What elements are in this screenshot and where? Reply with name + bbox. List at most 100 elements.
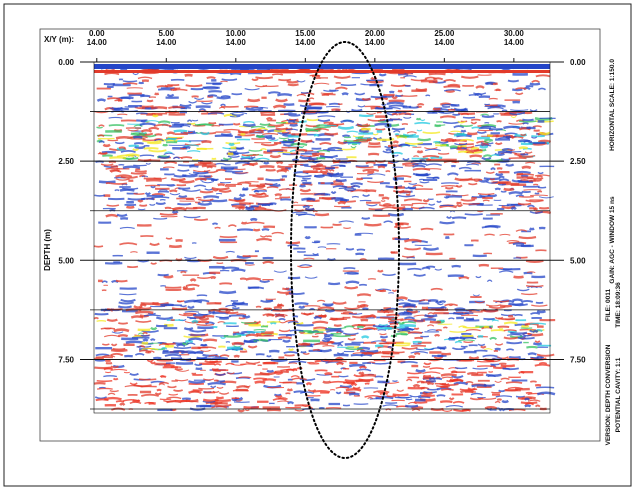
texture-stroke [301,199,315,200]
texture-stroke [192,96,199,97]
texture-stroke [197,357,207,358]
texture-stroke [212,223,217,224]
texture-stroke [226,312,239,313]
texture-stroke [386,149,391,150]
texture-stroke [276,100,288,101]
texture-stroke [208,95,217,96]
texture-stroke [262,134,278,135]
texture-stroke [135,171,147,172]
texture-stroke [307,383,312,384]
y-tick-label: 2.50 [58,157,74,166]
texture-stroke [256,307,261,308]
texture-stroke [361,320,368,321]
texture-stroke [287,81,299,82]
texture-stroke [255,382,266,383]
texture-stroke [273,106,285,107]
texture-stroke [289,349,294,350]
texture-stroke [466,318,474,319]
texture-stroke [306,209,315,210]
texture-stroke [274,307,282,308]
texture-stroke [390,323,398,324]
texture-stroke [94,246,103,247]
texture-stroke [351,183,363,184]
texture-stroke [203,196,219,197]
texture-stroke [301,180,307,181]
texture-stroke [320,315,326,316]
texture-stroke [416,119,420,120]
texture-stroke [164,365,174,366]
texture-stroke [177,204,191,205]
texture-stroke [237,229,253,230]
side-note: GAIN: AGC - WINDOW 15 ns [609,196,616,284]
texture-stroke [534,209,538,210]
texture-stroke [342,136,349,137]
x-tick-label-second: 14.00 [226,38,247,47]
texture-stroke [217,97,231,98]
texture-stroke [414,353,419,354]
texture-stroke [506,342,522,343]
texture-stroke [533,343,541,344]
texture-stroke [429,368,443,369]
texture-stroke [267,356,272,357]
texture-stroke [254,330,266,331]
texture-stroke [378,330,386,331]
texture-stroke [151,186,155,187]
texture-stroke [423,132,440,133]
texture-stroke [295,303,309,304]
texture-stroke [136,113,147,114]
texture-stroke [468,388,476,389]
texture-stroke [360,351,378,352]
texture-stroke [458,146,467,147]
texture-stroke [220,237,237,238]
texture-stroke [116,137,132,138]
texture-stroke [240,279,246,280]
texture-stroke [215,227,221,228]
texture-stroke [198,388,214,389]
texture-stroke [200,191,213,192]
texture-stroke [216,397,223,398]
texture-stroke [104,368,113,369]
texture-stroke [141,130,151,131]
texture-stroke [361,316,377,317]
texture-stroke [288,245,299,246]
texture-stroke [435,335,440,336]
texture-stroke [239,318,246,319]
texture-stroke [119,302,134,303]
texture-stroke [116,401,124,402]
texture-stroke [325,373,332,374]
texture-stroke [440,401,452,402]
texture-stroke [257,186,265,187]
texture-stroke [143,340,148,341]
texture-stroke [512,304,528,305]
texture-stroke [97,100,105,101]
texture-stroke [240,194,245,195]
x-tick-label: 25.00 [434,29,455,38]
texture-stroke [361,375,375,376]
texture-stroke [346,282,359,283]
texture-stroke [530,381,536,382]
texture-stroke [414,402,427,403]
texture-stroke [218,184,225,185]
texture-stroke [357,294,371,295]
texture-stroke [419,179,424,180]
texture-stroke [356,381,370,382]
texture-stroke [131,316,143,317]
texture-stroke [436,386,450,387]
texture-stroke [537,176,542,177]
texture-stroke [241,134,245,135]
texture-stroke [188,353,203,354]
texture-stroke [328,148,342,149]
texture-stroke [133,137,142,138]
texture-stroke [396,334,408,335]
texture-stroke [511,208,515,209]
x-tick-label: 30.00 [504,29,525,38]
texture-stroke [314,344,328,345]
texture-stroke [521,301,532,302]
texture-stroke [172,90,187,91]
texture-stroke [380,336,387,337]
texture-stroke [252,196,268,197]
texture-stroke [146,352,151,353]
texture-stroke [201,141,211,142]
texture-stroke [522,167,531,168]
texture-stroke [418,139,431,140]
